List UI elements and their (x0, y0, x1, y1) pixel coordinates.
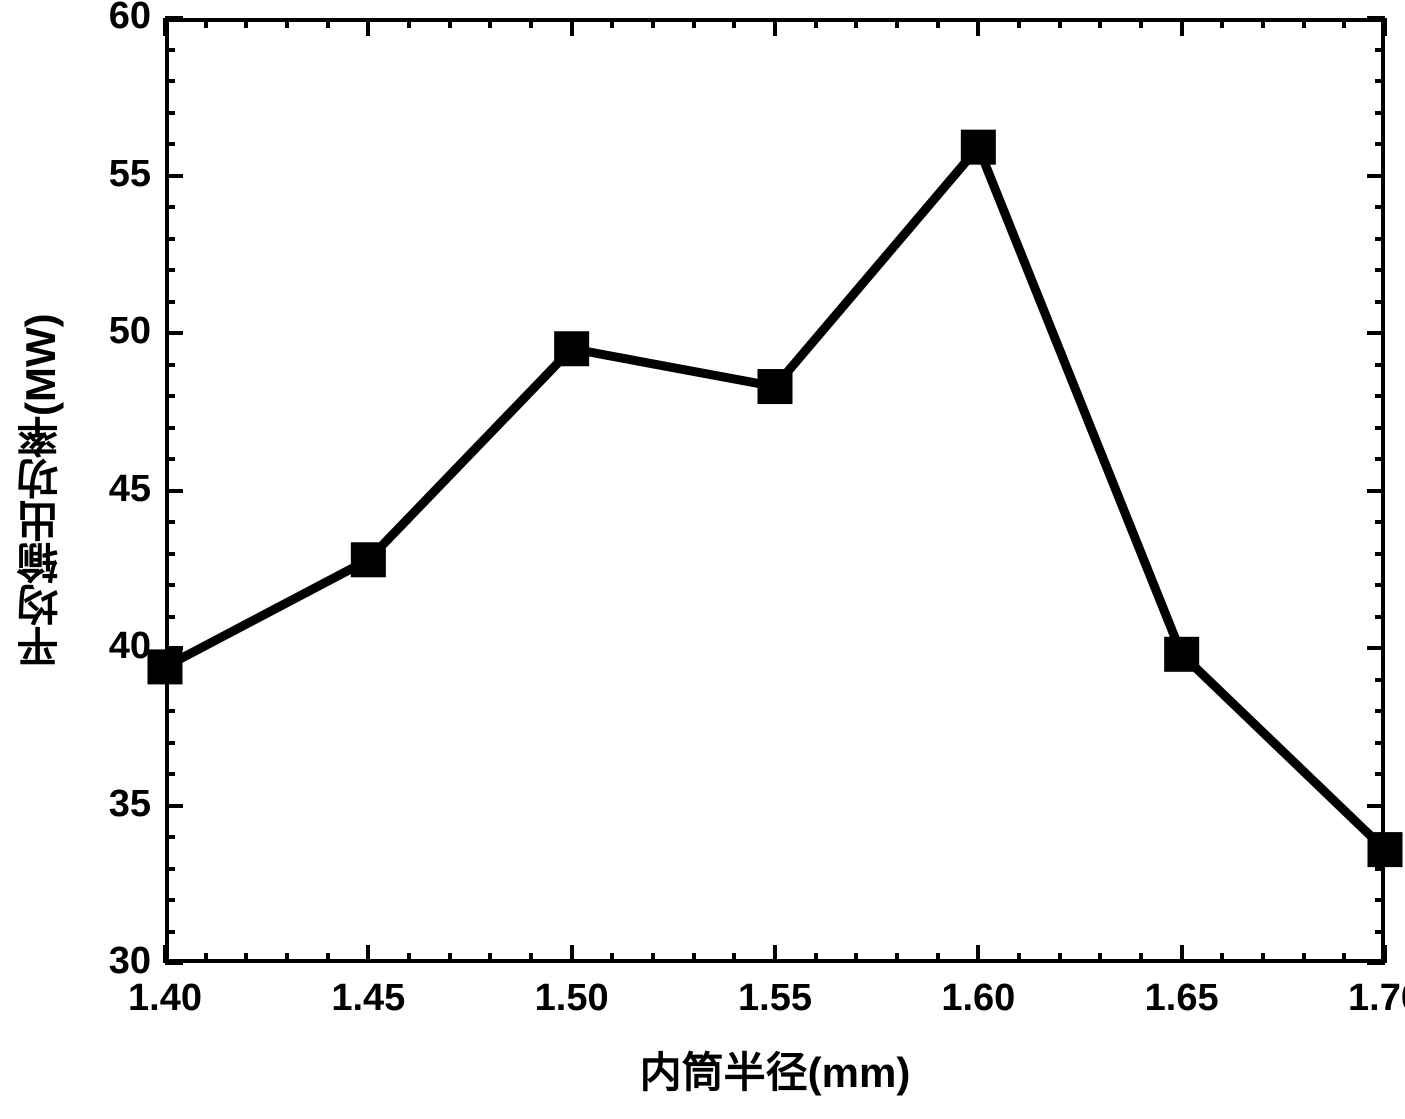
line-series (0, 0, 1405, 1119)
series-line (165, 147, 1385, 849)
chart-container: 平均输出功率(MW) 内筒半径(mm) 30354045505560 1.401… (0, 0, 1405, 1119)
data-marker (961, 130, 995, 164)
data-marker (148, 650, 182, 684)
data-marker (1368, 833, 1402, 867)
data-marker (1165, 637, 1199, 671)
data-marker (758, 370, 792, 404)
data-marker (351, 543, 385, 577)
data-marker (555, 332, 589, 366)
